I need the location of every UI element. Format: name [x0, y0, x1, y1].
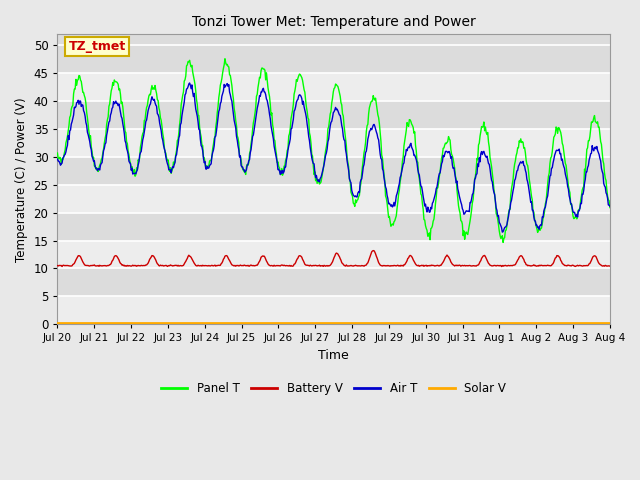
Battery V	[369, 248, 377, 253]
Title: Tonzi Tower Met: Temperature and Power: Tonzi Tower Met: Temperature and Power	[192, 15, 476, 29]
Air T	[177, 122, 184, 128]
Solar V	[401, 320, 408, 325]
Bar	[58, 129, 610, 157]
Battery V	[418, 263, 426, 268]
Battery V	[498, 264, 506, 269]
Bar	[58, 185, 610, 213]
Air T	[418, 184, 426, 190]
Air T	[186, 80, 193, 86]
Panel T	[205, 158, 213, 164]
Solar V	[54, 320, 61, 325]
Air T	[63, 143, 71, 148]
Air T	[120, 131, 128, 136]
Panel T	[402, 132, 410, 138]
Y-axis label: Temperature (C) / Power (V): Temperature (C) / Power (V)	[15, 97, 28, 262]
Panel T	[120, 120, 128, 126]
Panel T	[54, 150, 61, 156]
Air T	[499, 229, 506, 235]
Bar	[58, 296, 610, 324]
X-axis label: Time: Time	[318, 349, 349, 362]
Bar	[58, 73, 610, 101]
Solar V	[120, 320, 128, 325]
Solar V	[417, 320, 425, 325]
Solar V	[63, 320, 71, 325]
Battery V	[177, 263, 184, 268]
Battery V	[402, 261, 410, 266]
Legend: Panel T, Battery V, Air T, Solar V: Panel T, Battery V, Air T, Solar V	[156, 377, 511, 399]
Panel T	[221, 56, 228, 61]
Battery V	[205, 263, 213, 269]
Panel T	[606, 205, 614, 211]
Line: Air T: Air T	[58, 83, 610, 232]
Air T	[207, 162, 214, 168]
Panel T	[63, 133, 71, 139]
Panel T	[499, 240, 507, 245]
Panel T	[177, 115, 184, 120]
Solar V	[205, 320, 213, 325]
Air T	[402, 152, 410, 158]
Line: Battery V: Battery V	[58, 251, 610, 266]
Air T	[54, 156, 61, 162]
Air T	[606, 204, 614, 209]
Battery V	[63, 263, 71, 268]
Solar V	[606, 320, 614, 325]
Solar V	[177, 320, 184, 325]
Panel T	[418, 192, 426, 198]
Text: TZ_tmet: TZ_tmet	[68, 40, 125, 53]
Battery V	[120, 263, 128, 268]
Battery V	[54, 263, 61, 268]
Bar	[58, 240, 610, 268]
Line: Panel T: Panel T	[58, 59, 610, 242]
Battery V	[606, 263, 614, 269]
